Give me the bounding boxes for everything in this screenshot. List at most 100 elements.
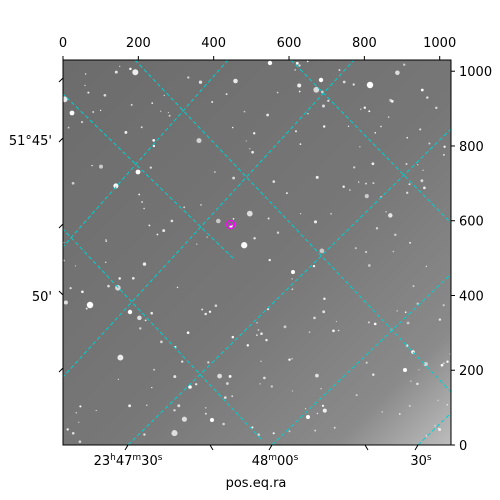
star	[265, 338, 268, 342]
star	[426, 96, 429, 99]
star	[201, 308, 204, 311]
bright-star	[267, 60, 273, 66]
star	[412, 285, 415, 288]
star	[142, 262, 147, 266]
star	[104, 261, 107, 263]
star	[374, 132, 377, 134]
star	[446, 360, 449, 363]
star	[79, 405, 82, 408]
star	[299, 213, 302, 215]
star	[387, 116, 390, 118]
target-center	[229, 223, 233, 226]
star	[285, 192, 288, 195]
star	[392, 250, 395, 253]
star	[150, 311, 153, 315]
star	[347, 125, 350, 128]
ra-tick-mark	[124, 444, 129, 451]
star	[251, 150, 254, 154]
star	[363, 106, 366, 109]
sky-image	[63, 60, 451, 445]
star	[418, 369, 420, 371]
star	[402, 63, 406, 66]
star	[367, 321, 370, 324]
star	[381, 411, 383, 413]
x-tick-label: 800	[352, 36, 377, 51]
y-tick-label: 600	[459, 215, 484, 230]
star	[268, 258, 271, 262]
bright-star	[127, 309, 133, 315]
star	[63, 259, 66, 262]
star	[373, 322, 377, 326]
star	[132, 69, 139, 76]
star	[144, 319, 147, 322]
star	[105, 239, 107, 241]
star	[425, 265, 428, 268]
star	[442, 362, 445, 365]
star	[243, 110, 246, 113]
plot-frame	[62, 59, 452, 446]
star	[306, 60, 309, 63]
star	[92, 111, 95, 113]
grid-line	[63, 93, 236, 261]
star	[440, 363, 444, 367]
ra-tick-label: 48m00s	[252, 453, 299, 469]
ra-value: 30	[141, 454, 158, 469]
star	[181, 360, 184, 363]
star	[152, 139, 156, 142]
star	[149, 166, 152, 169]
star	[177, 404, 181, 408]
star	[372, 373, 375, 376]
star	[368, 110, 371, 113]
star	[160, 340, 163, 344]
star	[313, 316, 316, 320]
star	[321, 404, 325, 407]
star	[186, 331, 190, 335]
star	[371, 162, 375, 166]
star	[113, 183, 119, 189]
star	[322, 125, 326, 128]
star	[396, 310, 398, 312]
star	[352, 83, 355, 86]
star	[173, 409, 176, 412]
star	[195, 383, 198, 386]
star	[323, 297, 326, 300]
grid-line	[63, 60, 229, 248]
ra-tick-mark	[268, 444, 273, 451]
star	[228, 374, 232, 378]
y-tick-label: 0	[459, 439, 467, 454]
star	[355, 394, 358, 397]
star	[69, 286, 72, 290]
star	[267, 217, 270, 220]
star	[333, 426, 336, 429]
ra-tick-mark	[414, 444, 419, 451]
dec-tick-label: 50'	[32, 290, 52, 305]
star	[259, 383, 261, 385]
star	[327, 99, 330, 102]
star	[163, 94, 165, 97]
star	[232, 217, 235, 220]
star	[168, 114, 171, 117]
star	[322, 104, 325, 108]
star	[66, 428, 69, 431]
star	[208, 310, 212, 313]
ra-value: 00	[277, 454, 294, 469]
star	[187, 76, 190, 79]
star	[394, 233, 397, 236]
star	[316, 412, 319, 415]
star	[151, 386, 153, 389]
star	[319, 248, 325, 254]
bright-star	[403, 368, 407, 372]
star	[404, 311, 407, 314]
star	[398, 413, 401, 415]
star	[428, 142, 431, 145]
bright-star	[366, 81, 374, 89]
star	[256, 322, 258, 324]
grid-line	[271, 273, 451, 445]
star	[91, 164, 93, 167]
star	[160, 110, 162, 112]
star	[114, 70, 118, 74]
star	[263, 376, 266, 380]
star	[217, 373, 222, 379]
star	[141, 200, 144, 204]
star	[322, 310, 326, 314]
